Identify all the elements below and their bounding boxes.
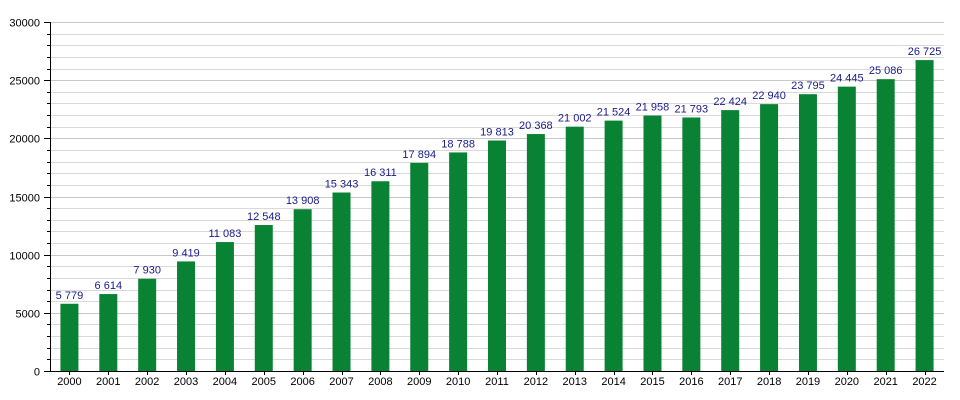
bar-2015 <box>643 115 662 371</box>
data-label-2002: 7 930 <box>133 265 161 277</box>
bar-2006 <box>293 209 312 371</box>
bar-2011 <box>488 140 506 371</box>
data-label-2004: 11 083 <box>208 228 241 240</box>
y-tick-label: 10000 <box>9 251 40 263</box>
data-label-2012: 20 368 <box>519 120 553 132</box>
bar-2004 <box>215 242 234 371</box>
bar-2002 <box>138 278 157 371</box>
data-label-2016: 21 793 <box>675 103 709 115</box>
data-label-2019: 23 795 <box>791 80 825 92</box>
x-tick-label-2006: 2006 <box>290 376 314 388</box>
bar-2007 <box>332 192 351 371</box>
y-tick-label: 25000 <box>9 76 40 88</box>
bar-2012 <box>526 134 545 371</box>
x-tick-label-2002: 2002 <box>135 376 159 388</box>
bar-2003 <box>177 261 196 371</box>
bar-2009 <box>410 162 429 371</box>
data-label-2008: 16 311 <box>364 167 397 179</box>
data-label-2021: 25 086 <box>869 65 903 77</box>
bar-2005 <box>254 225 273 371</box>
y-tick-label: 5000 <box>16 309 40 321</box>
x-tick-label-2017: 2017 <box>718 376 742 388</box>
data-label-2014: 21 524 <box>597 107 631 119</box>
data-label-2005: 12 548 <box>247 211 281 223</box>
bar-2021 <box>876 79 895 371</box>
bar-2017 <box>721 110 740 372</box>
x-tick-label-2001: 2001 <box>96 376 120 388</box>
data-label-2009: 17 894 <box>402 149 436 161</box>
x-tick-label-2018: 2018 <box>757 376 781 388</box>
data-label-2010: 18 788 <box>441 138 475 150</box>
y-tick-label: 0 <box>34 367 40 379</box>
x-tick-label-2011: 2011 <box>485 376 509 388</box>
bar-2018 <box>760 104 779 371</box>
bar-2020 <box>837 86 856 371</box>
x-tick-label-2012: 2012 <box>524 376 548 388</box>
bar-2001 <box>99 294 118 371</box>
data-label-2015: 21 958 <box>636 102 670 114</box>
bar-2010 <box>449 152 468 371</box>
x-tick-label-2009: 2009 <box>407 376 431 388</box>
x-tick-label-2010: 2010 <box>446 376 470 388</box>
data-label-2007: 15 343 <box>325 179 359 191</box>
labels: 0 5000 10000 15000 20000 25000 30000 2000 5 779 2… <box>9 18 941 389</box>
x-tick-label-2007: 2007 <box>329 376 353 388</box>
data-label-2003: 9 419 <box>172 247 200 259</box>
x-tick-label-2013: 2013 <box>562 376 586 388</box>
bar-2000 <box>60 303 79 371</box>
x-tick-label-2020: 2020 <box>835 376 859 388</box>
x-tick-label-2016: 2016 <box>679 376 703 388</box>
data-label-2001: 6 614 <box>95 280 123 292</box>
x-tick-label-2004: 2004 <box>213 376 237 388</box>
y-tick-label: 20000 <box>9 134 40 146</box>
data-label-2018: 22 940 <box>752 90 786 102</box>
bar-2022 <box>915 60 934 371</box>
bar-2019 <box>798 94 817 372</box>
x-tick-label-2005: 2005 <box>252 376 276 388</box>
x-tick-label-2022: 2022 <box>912 376 936 388</box>
y-tick-label: 15000 <box>9 193 40 205</box>
y-tick-label: 30000 <box>9 18 40 30</box>
data-label-2013: 21 002 <box>558 113 592 125</box>
x-tick-label-2019: 2019 <box>796 376 820 388</box>
bar-2016 <box>682 117 701 372</box>
x-tick-label-2021: 2021 <box>873 376 897 388</box>
data-label-2011: 19 813 <box>480 127 514 139</box>
x-tick-label-2015: 2015 <box>640 376 664 388</box>
data-label-2006: 13 908 <box>286 195 320 207</box>
bar-2008 <box>371 181 390 371</box>
bar-2014 <box>604 120 623 372</box>
bars <box>60 60 934 372</box>
data-label-2022: 26 725 <box>908 46 942 58</box>
x-tick-label-2003: 2003 <box>174 376 198 388</box>
bar-2013 <box>565 126 584 372</box>
data-label-2000: 5 779 <box>56 290 84 302</box>
data-label-2020: 24 445 <box>830 73 864 85</box>
x-tick-label-2000: 2000 <box>57 376 81 388</box>
x-tick-label-2014: 2014 <box>601 376 625 388</box>
x-tick-label-2008: 2008 <box>368 376 392 388</box>
axes <box>44 22 944 375</box>
data-label-2017: 22 424 <box>713 96 747 108</box>
